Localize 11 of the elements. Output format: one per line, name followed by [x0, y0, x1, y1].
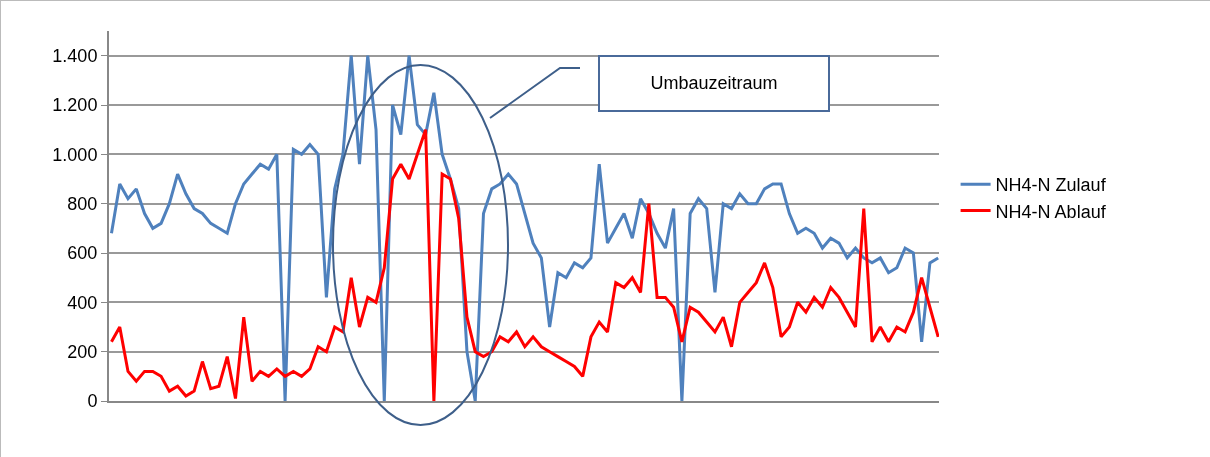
y-tick-label: 1.200 — [52, 95, 98, 116]
legend-label: NH4-N Zulauf — [995, 175, 1107, 196]
y-tick-label: 200 — [67, 341, 98, 362]
y-tick-label: 0 — [87, 391, 98, 412]
callout-box: Umbauzeitraum — [598, 55, 830, 112]
y-tick-label: 400 — [67, 292, 98, 313]
y-tick-label: 600 — [67, 243, 98, 264]
y-tick-label: 1.000 — [52, 144, 98, 165]
legend-label: NH4-N Ablauf — [995, 201, 1107, 222]
y-tick-label: 1.400 — [52, 45, 98, 66]
y-tick-label: 800 — [67, 193, 98, 214]
